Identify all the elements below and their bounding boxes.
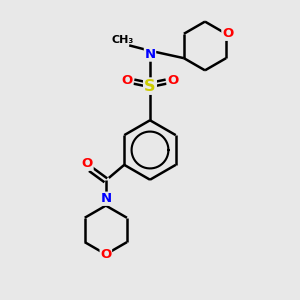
Text: O: O <box>122 74 133 87</box>
Text: S: S <box>144 79 156 94</box>
Text: O: O <box>100 248 112 261</box>
Text: N: N <box>144 48 156 61</box>
Text: CH₃: CH₃ <box>111 35 134 45</box>
Text: N: N <box>100 192 111 205</box>
Text: O: O <box>167 74 178 87</box>
Text: O: O <box>82 157 93 170</box>
Text: O: O <box>222 27 233 40</box>
